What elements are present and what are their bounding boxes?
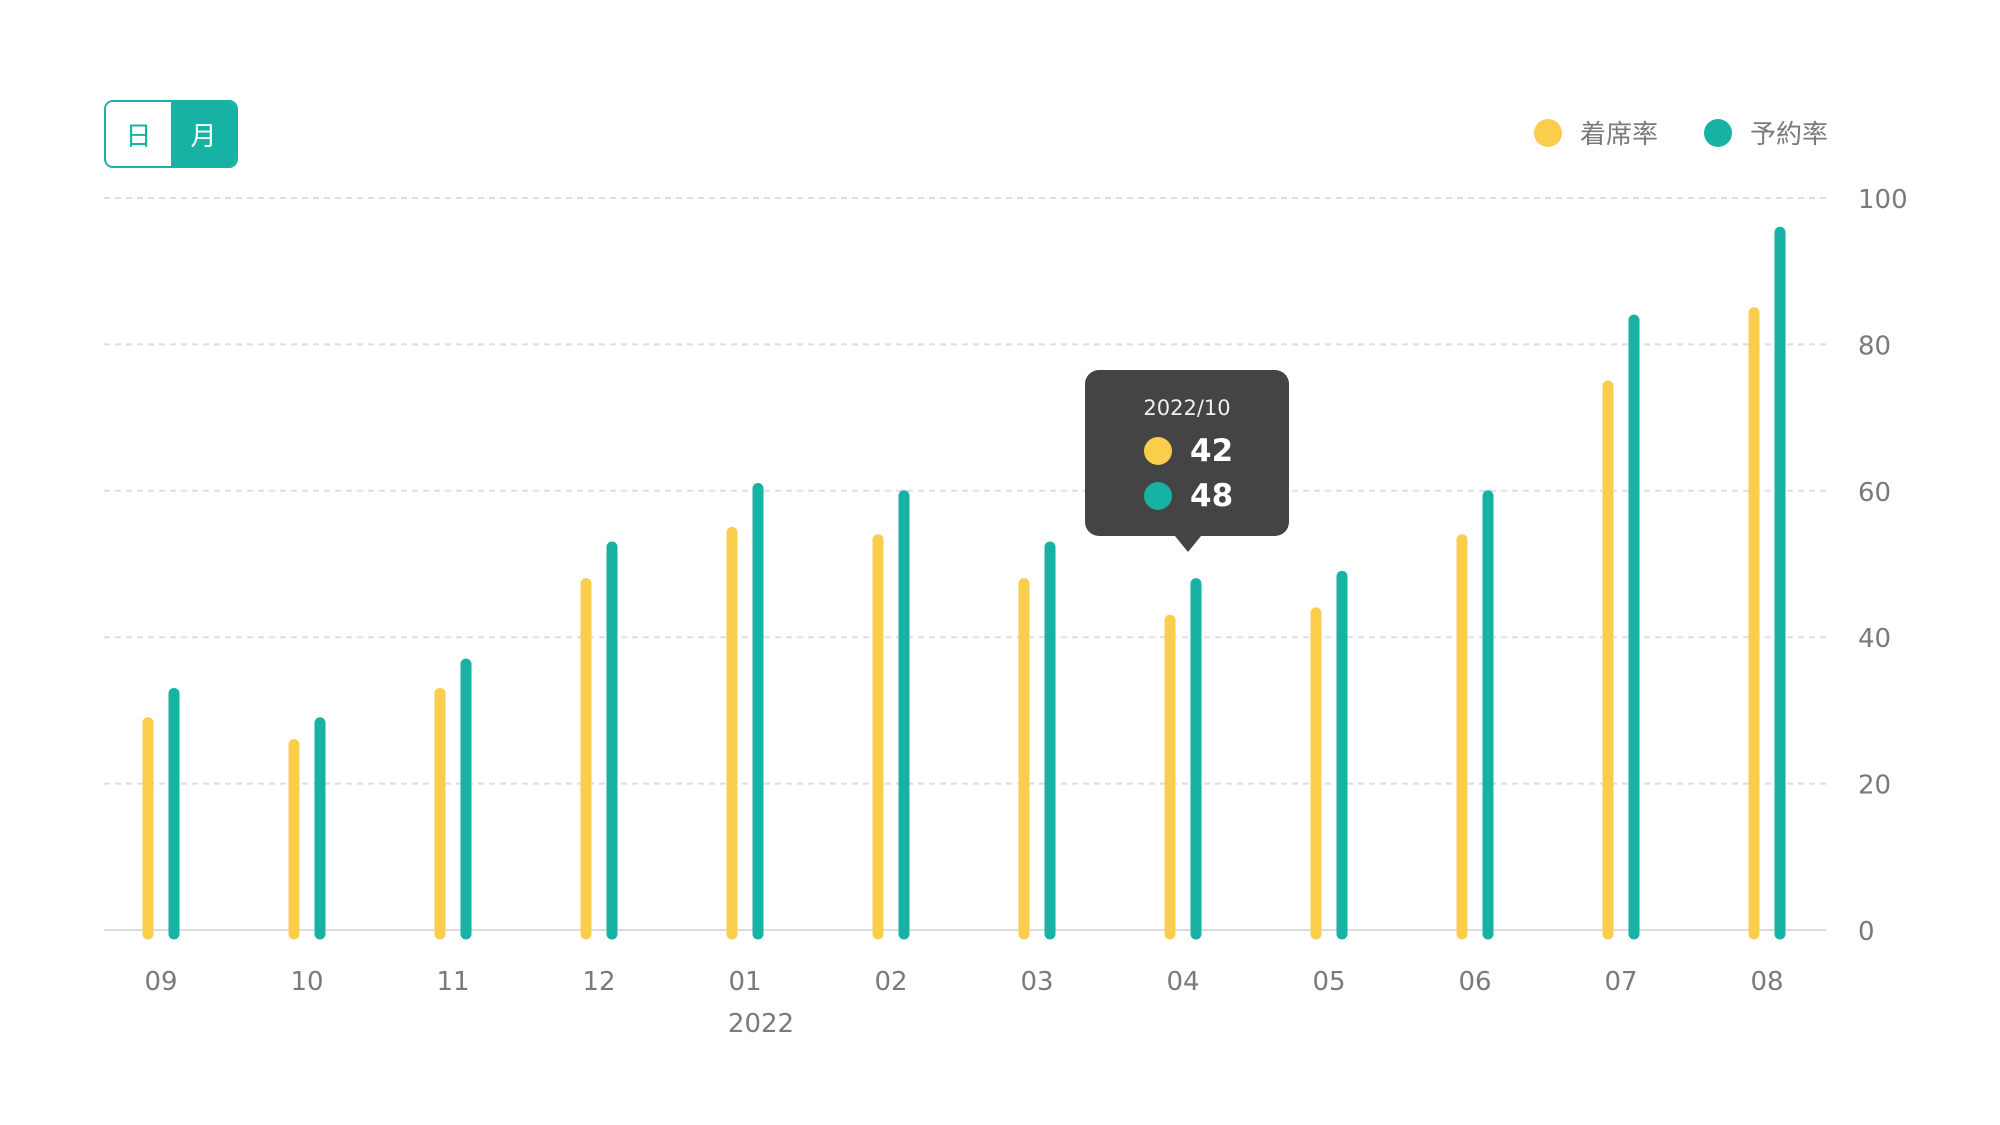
- x-tick-label: 11: [436, 967, 469, 997]
- legend-dot-icon: [1533, 118, 1562, 147]
- tooltip-dot-icon: [1144, 481, 1172, 510]
- legend-item-reservation-rate[interactable]: 予約率: [1703, 114, 1828, 151]
- month-toggle-button[interactable]: 月: [171, 102, 236, 166]
- y-tick-label: 40: [1858, 624, 1891, 654]
- tooltip-dot-icon: [1144, 436, 1172, 465]
- legend-dot-icon: [1703, 118, 1732, 147]
- x-tick-label: 03: [1020, 967, 1053, 997]
- tooltip-row-seated: 42: [1085, 428, 1289, 473]
- x-tick-label: 08: [1750, 967, 1783, 997]
- x-tick-label: 09: [144, 967, 177, 997]
- y-tick-label: 80: [1858, 331, 1891, 361]
- tooltip-date: 2022/10: [1143, 396, 1231, 420]
- tooltip-value-seated: 42: [1190, 432, 1234, 469]
- x-tick-label: 12: [582, 967, 615, 997]
- chart-legend: 着席率 予約率: [1533, 114, 1828, 151]
- x-tick-label: 10: [290, 967, 323, 997]
- y-tick-label: 60: [1858, 478, 1891, 508]
- tooltip-value-reservation: 48: [1190, 477, 1234, 514]
- y-tick-label: 20: [1858, 771, 1891, 801]
- legend-label: 着席率: [1579, 120, 1658, 150]
- x-tick-label: 04: [1166, 967, 1199, 997]
- legend-item-seated-rate[interactable]: 着席率: [1533, 114, 1658, 151]
- legend-label: 予約率: [1749, 120, 1828, 150]
- period-toggle: 日 月: [104, 100, 238, 168]
- x-tick-label: 01: [728, 967, 761, 997]
- x-tick-label: 02: [874, 967, 907, 997]
- x-year-label: 2022: [728, 1009, 794, 1039]
- x-tick-label: 06: [1458, 967, 1491, 997]
- y-tick-label: 100: [1858, 185, 1908, 215]
- tooltip-row-reservation: 48: [1085, 473, 1289, 518]
- day-toggle-button[interactable]: 日: [106, 102, 171, 166]
- y-tick-label: 0: [1858, 917, 1875, 947]
- x-tick-label: 05: [1312, 967, 1345, 997]
- x-tick-label: 07: [1604, 967, 1637, 997]
- chart-tooltip: 2022/10 42 48: [1085, 370, 1289, 552]
